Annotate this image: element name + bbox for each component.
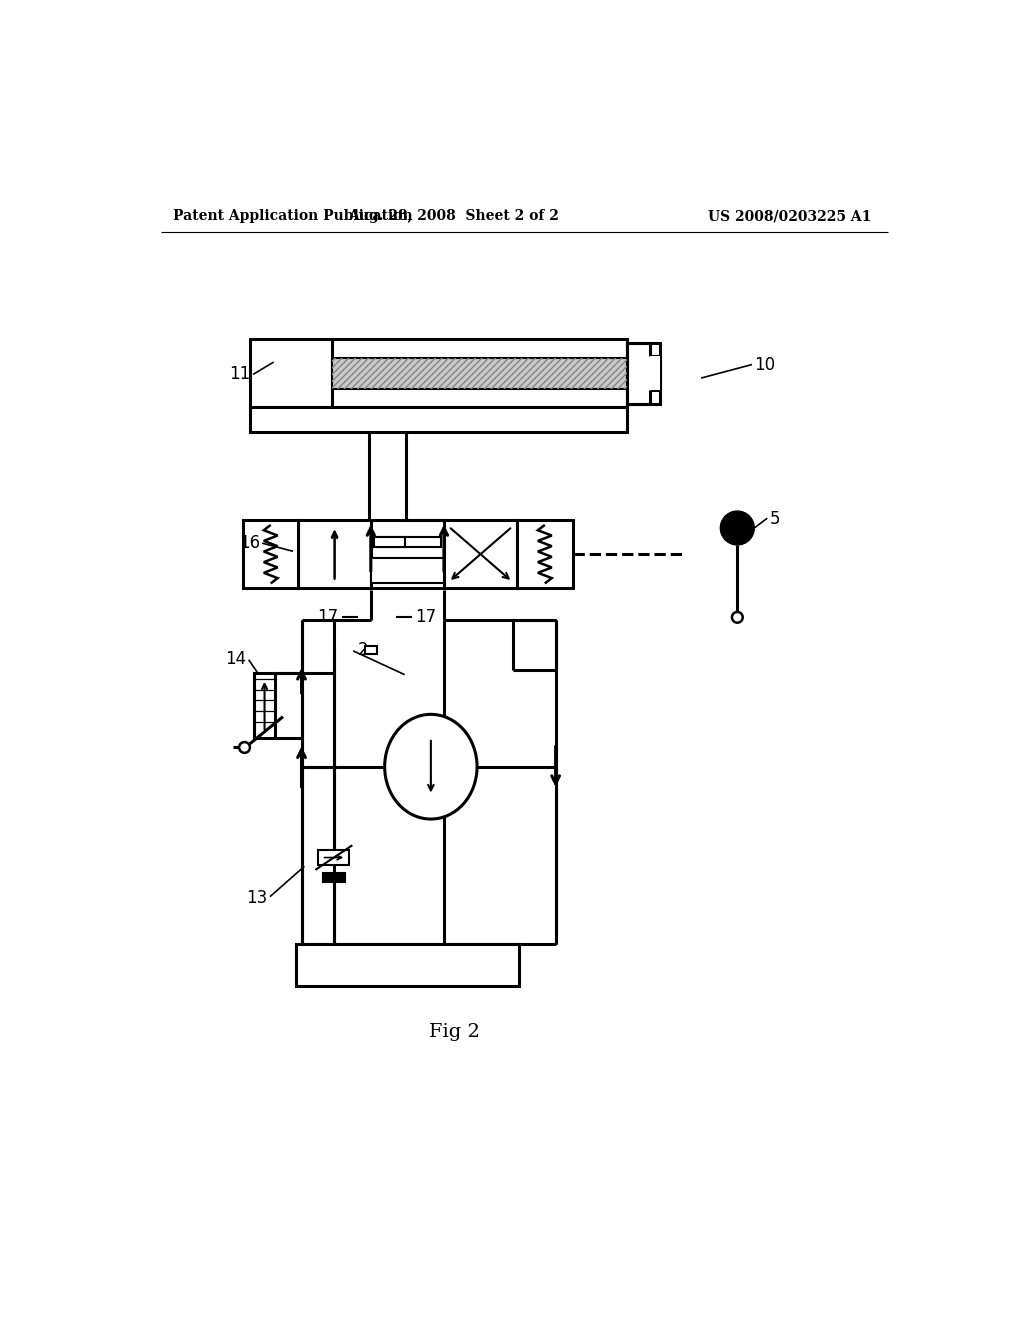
Text: 5: 5 <box>770 510 780 528</box>
Bar <box>250 407 628 432</box>
Text: 13: 13 <box>247 888 267 907</box>
Bar <box>250 339 628 407</box>
Circle shape <box>720 511 755 545</box>
Bar <box>333 358 628 389</box>
Bar <box>298 520 517 589</box>
Text: US 2008/0203225 A1: US 2008/0203225 A1 <box>708 209 871 223</box>
Text: 17: 17 <box>416 607 436 626</box>
Bar <box>517 520 572 589</box>
Bar <box>318 850 349 866</box>
Circle shape <box>732 612 742 623</box>
Bar <box>323 873 345 882</box>
Text: Patent Application Publication: Patent Application Publication <box>173 209 413 223</box>
Bar <box>254 673 275 738</box>
Text: Fig 2: Fig 2 <box>428 1023 479 1041</box>
Bar <box>296 944 519 986</box>
Bar <box>374 537 406 548</box>
Bar <box>650 356 659 391</box>
Text: 11: 11 <box>228 366 250 383</box>
Bar <box>371 557 444 583</box>
Bar <box>333 358 628 389</box>
Bar <box>374 537 441 548</box>
Bar <box>628 343 659 404</box>
Circle shape <box>240 742 250 752</box>
Text: 2: 2 <box>357 640 369 659</box>
Text: Aug. 28, 2008  Sheet 2 of 2: Aug. 28, 2008 Sheet 2 of 2 <box>348 209 559 223</box>
Bar <box>365 645 377 653</box>
Bar <box>243 520 298 589</box>
Text: 17: 17 <box>317 607 339 626</box>
Text: 10: 10 <box>755 356 775 374</box>
Text: 14: 14 <box>225 649 246 668</box>
Ellipse shape <box>385 714 477 818</box>
Text: 16: 16 <box>239 535 260 552</box>
